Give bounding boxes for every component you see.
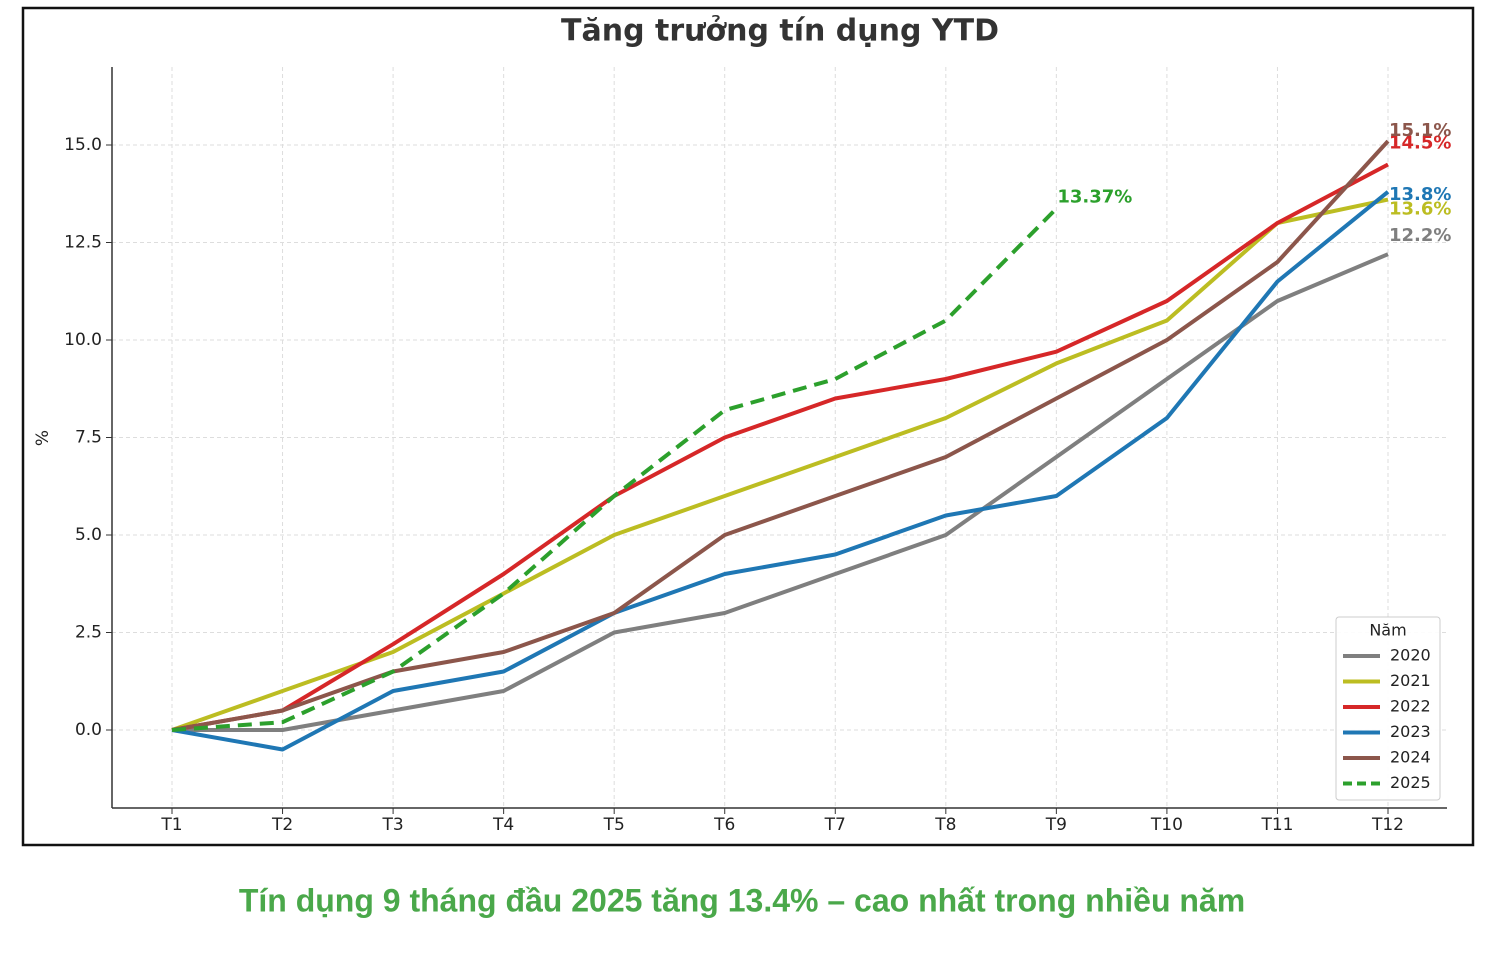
y-tick-label: 12.5 bbox=[64, 233, 102, 253]
x-tick-label: T10 bbox=[1150, 815, 1183, 835]
caption: Tín dụng 9 tháng đầu 2025 tăng 13.4% – c… bbox=[239, 882, 1245, 918]
y-tick-label: 5.0 bbox=[75, 525, 102, 545]
y-tick-label: 0.0 bbox=[75, 720, 102, 740]
value-label: 12.2% bbox=[1389, 225, 1451, 246]
y-tick-label: 7.5 bbox=[75, 428, 102, 448]
x-tick-label: T7 bbox=[824, 815, 846, 835]
x-tick-label: T5 bbox=[603, 815, 625, 835]
legend-label: 2025 bbox=[1390, 773, 1431, 792]
x-tick-label: T8 bbox=[934, 815, 956, 835]
frame bbox=[21, 6, 1475, 847]
value-label: 13.37% bbox=[1057, 187, 1132, 208]
x-tick-label: T1 bbox=[160, 815, 182, 835]
x-tick-label: T12 bbox=[1371, 815, 1404, 835]
value-label: 14.5% bbox=[1389, 133, 1451, 154]
x-tick-label: T9 bbox=[1045, 815, 1067, 835]
series-line bbox=[171, 162, 1389, 732]
legend-label: 2024 bbox=[1390, 748, 1431, 767]
x-tick-label: T6 bbox=[713, 815, 735, 835]
y-axis-label: % bbox=[33, 430, 53, 446]
y-tick-label: 2.5 bbox=[75, 623, 102, 643]
series-line bbox=[172, 252, 1389, 732]
y-tick-label: 15.0 bbox=[64, 135, 102, 155]
x-tick-label: T2 bbox=[271, 815, 293, 835]
value-label: 15.1% bbox=[1389, 120, 1451, 141]
series-line bbox=[171, 207, 1058, 732]
legend-label: 2021 bbox=[1390, 671, 1431, 690]
legend-title: Năm bbox=[1369, 621, 1406, 640]
x-tick-label: T3 bbox=[381, 815, 403, 835]
series-line bbox=[171, 139, 1390, 732]
value-label: 13.6% bbox=[1389, 199, 1451, 220]
legend-label: 2022 bbox=[1390, 697, 1431, 716]
x-tick-label: T4 bbox=[492, 815, 514, 835]
chart-title: Tăng trưởng tín dụng YTD bbox=[561, 14, 999, 49]
legend-label: 2023 bbox=[1390, 722, 1431, 741]
series-line bbox=[171, 190, 1390, 752]
legend-box bbox=[1335, 616, 1441, 801]
y-tick-label: 10.0 bbox=[64, 330, 102, 350]
value-label: 13.8% bbox=[1389, 184, 1451, 205]
x-tick-label: T11 bbox=[1260, 815, 1293, 835]
legend-label: 2020 bbox=[1390, 646, 1431, 665]
series-line bbox=[171, 197, 1389, 732]
